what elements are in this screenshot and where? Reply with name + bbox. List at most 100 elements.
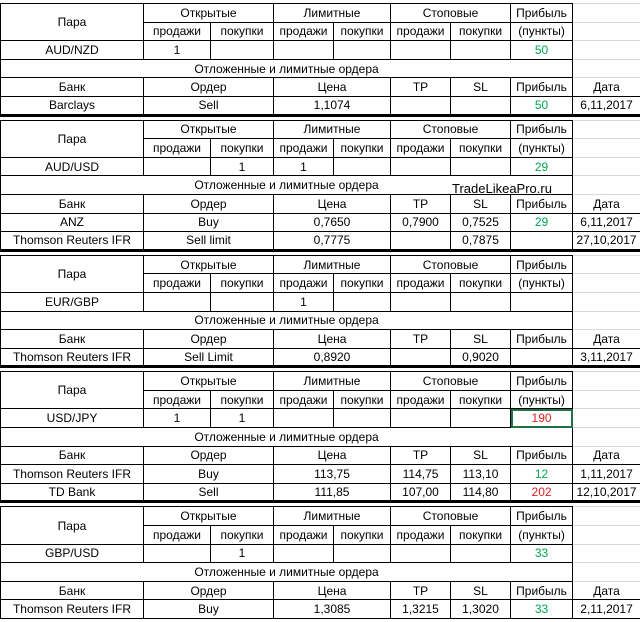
volume [334,409,391,428]
header: Прибыль [511,4,573,23]
header: продажи [144,390,211,409]
header: продажи [144,526,211,545]
header: Лимитные [274,4,391,23]
tp: 107,00 [391,483,451,502]
volume: 1 [144,409,211,428]
price: 0,7775 [274,232,391,251]
header: Цена [274,194,391,213]
header: продажи [274,274,334,293]
header: Стоповые [391,507,511,526]
profit [511,348,573,367]
volume [274,544,334,563]
date: 2,11,2017 [573,600,640,619]
date: 27,10,2017 [573,232,640,251]
profit [511,292,573,311]
header: Прибыль [511,330,573,349]
row: Отложенные и лимитные ордера [1,311,640,330]
header: (пункты) [511,390,573,409]
volume [451,409,511,428]
order-type: Sell [144,96,274,115]
header: Цена [274,330,391,349]
bank: Thomson Reuters IFR [1,600,144,619]
cell [573,292,640,311]
header: покупки [334,390,391,409]
page: {"headers": {"pair": "Пара", "open": "От… [0,3,640,622]
profit: 33 [511,600,573,619]
header: (пункты) [511,22,573,41]
cell [573,372,640,391]
cell [573,274,640,293]
volume [391,41,451,60]
header: Пара [1,255,144,292]
cell [573,428,640,447]
header: Банк [1,78,144,97]
volume [144,157,211,176]
header: Ордер [144,194,274,213]
order-type: Buy [144,600,274,619]
header: Банк [1,581,144,600]
header: покупки [451,22,511,41]
header: продажи [274,139,334,158]
cell [573,507,640,526]
header: Открытые [144,4,274,23]
header: Пара [1,507,144,544]
header: (пункты) [511,139,573,158]
header: TP [391,446,451,465]
header: покупки [451,526,511,545]
price: 0,7650 [274,213,391,232]
volume [334,544,391,563]
header: покупки [334,274,391,293]
cell [573,41,640,60]
header: (пункты) [511,274,573,293]
order-type: Buy [144,465,274,484]
row: Отложенные и лимитные ордера [1,428,640,447]
order-type: Sell limit [144,232,274,251]
tp: 1,3215 [391,600,451,619]
row: Отложенные и лимитные ордера [1,59,640,78]
header: продажи [144,274,211,293]
section-title: Отложенные и лимитные ордера [1,311,573,330]
header: Прибыль [511,194,573,213]
header: TP [391,78,451,97]
volume [334,41,391,60]
volume [391,157,451,176]
header: покупки [451,274,511,293]
cell [573,120,640,139]
header: покупки [211,526,274,545]
header: Банк [1,330,144,349]
header: покупки [334,526,391,545]
cell [573,563,640,582]
header: Прибыль [511,507,573,526]
volume [391,409,451,428]
header: TP [391,581,451,600]
header: Цена [274,446,391,465]
header: покупки [334,22,391,41]
header: Стоповые [391,255,511,274]
volume: 1 [144,41,211,60]
sl: 1,3020 [451,600,511,619]
volume [451,544,511,563]
cell [573,526,640,545]
profit [511,232,573,251]
volume: 1 [274,292,334,311]
cell [573,4,640,23]
pair: AUD/USD [1,157,144,176]
volume [274,41,334,60]
sl: 0,7875 [451,232,511,251]
volume [144,292,211,311]
header: Ордер [144,581,274,600]
volume [391,292,451,311]
bank: Thomson Reuters IFR [1,465,144,484]
sl [451,96,511,115]
date: 1,11,2017 [573,465,640,484]
header: Банк [1,446,144,465]
